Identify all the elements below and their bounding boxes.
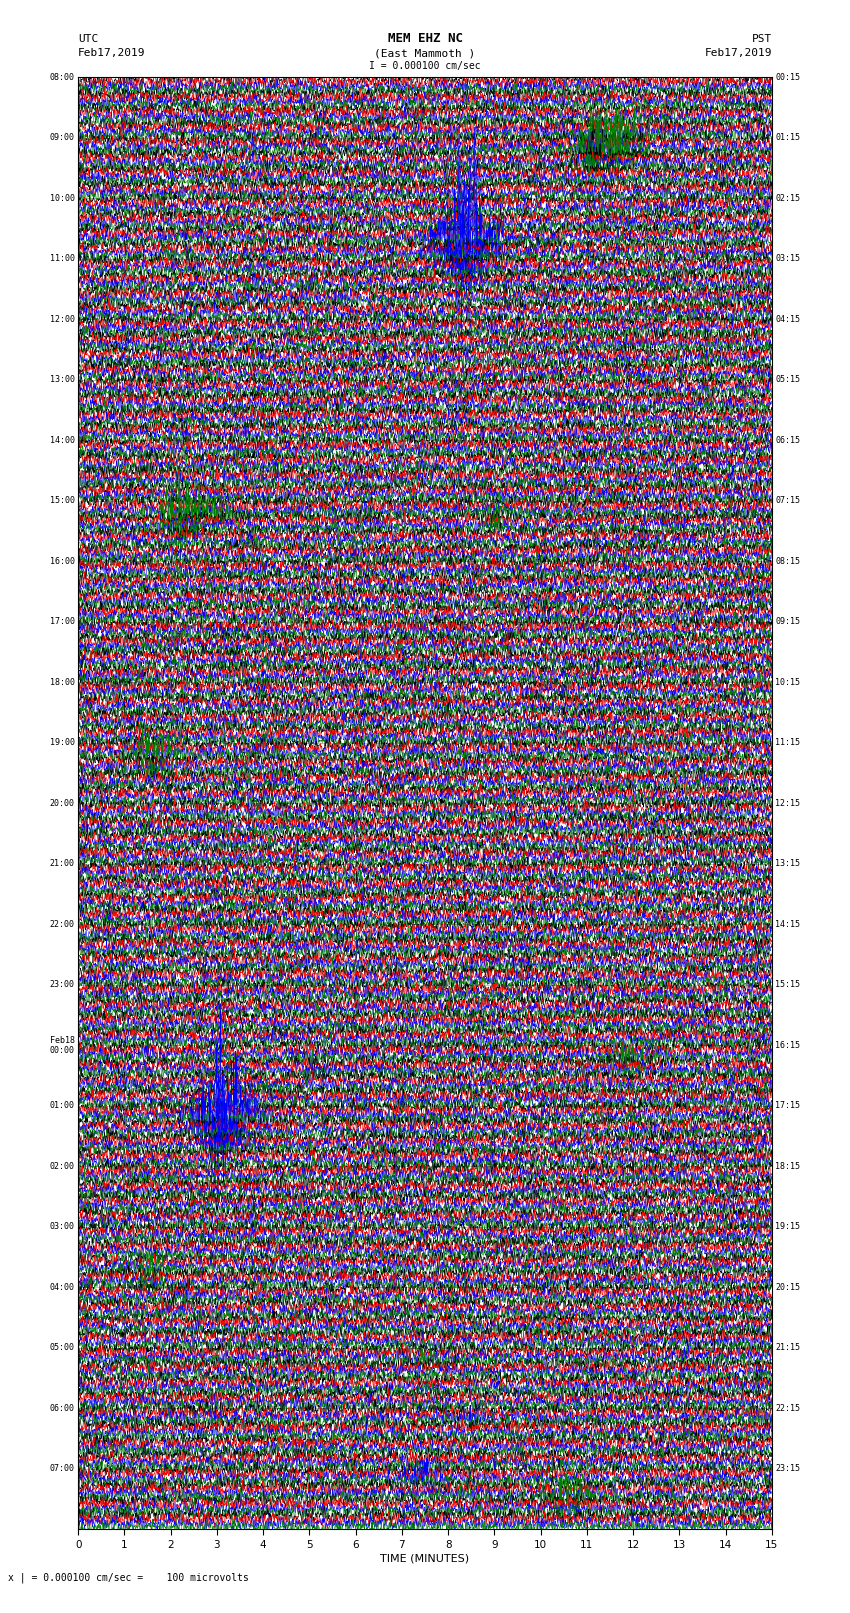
Text: Feb18
00:00: Feb18 00:00 bbox=[50, 1036, 75, 1055]
Text: 10:00: 10:00 bbox=[50, 194, 75, 203]
Text: 08:15: 08:15 bbox=[775, 556, 800, 566]
Text: 10:15: 10:15 bbox=[775, 677, 800, 687]
Text: 19:00: 19:00 bbox=[50, 739, 75, 747]
Text: 13:15: 13:15 bbox=[775, 860, 800, 868]
Text: 05:15: 05:15 bbox=[775, 376, 800, 384]
Text: 16:00: 16:00 bbox=[50, 556, 75, 566]
Text: 13:00: 13:00 bbox=[50, 376, 75, 384]
Text: 21:15: 21:15 bbox=[775, 1344, 800, 1352]
Text: 07:15: 07:15 bbox=[775, 497, 800, 505]
Text: 00:15: 00:15 bbox=[775, 73, 800, 82]
Text: 12:15: 12:15 bbox=[775, 798, 800, 808]
Text: 19:15: 19:15 bbox=[775, 1223, 800, 1231]
Text: 12:00: 12:00 bbox=[50, 315, 75, 324]
Text: 04:15: 04:15 bbox=[775, 315, 800, 324]
Text: 14:15: 14:15 bbox=[775, 919, 800, 929]
Text: Feb17,2019: Feb17,2019 bbox=[78, 48, 145, 58]
Text: 06:00: 06:00 bbox=[50, 1403, 75, 1413]
Text: 04:00: 04:00 bbox=[50, 1282, 75, 1292]
Text: 11:15: 11:15 bbox=[775, 739, 800, 747]
Text: 20:00: 20:00 bbox=[50, 798, 75, 808]
Text: (East Mammoth ): (East Mammoth ) bbox=[374, 48, 476, 58]
Text: 03:15: 03:15 bbox=[775, 255, 800, 263]
Text: 15:00: 15:00 bbox=[50, 497, 75, 505]
Text: 09:00: 09:00 bbox=[50, 134, 75, 142]
Text: 03:00: 03:00 bbox=[50, 1223, 75, 1231]
Text: 07:00: 07:00 bbox=[50, 1465, 75, 1473]
Text: 18:15: 18:15 bbox=[775, 1161, 800, 1171]
Text: 23:00: 23:00 bbox=[50, 981, 75, 989]
Text: 08:00: 08:00 bbox=[50, 73, 75, 82]
Text: 22:15: 22:15 bbox=[775, 1403, 800, 1413]
Text: 02:15: 02:15 bbox=[775, 194, 800, 203]
Text: MEM EHZ NC: MEM EHZ NC bbox=[388, 32, 462, 45]
Text: 17:15: 17:15 bbox=[775, 1102, 800, 1110]
Text: 05:00: 05:00 bbox=[50, 1344, 75, 1352]
Text: 23:15: 23:15 bbox=[775, 1465, 800, 1473]
Text: 22:00: 22:00 bbox=[50, 919, 75, 929]
Text: 17:00: 17:00 bbox=[50, 618, 75, 626]
Text: 18:00: 18:00 bbox=[50, 677, 75, 687]
Text: 09:15: 09:15 bbox=[775, 618, 800, 626]
Text: 14:00: 14:00 bbox=[50, 436, 75, 445]
Text: PST: PST bbox=[751, 34, 772, 44]
Text: 11:00: 11:00 bbox=[50, 255, 75, 263]
Text: 01:00: 01:00 bbox=[50, 1102, 75, 1110]
Text: I = 0.000100 cm/sec: I = 0.000100 cm/sec bbox=[369, 61, 481, 71]
X-axis label: TIME (MINUTES): TIME (MINUTES) bbox=[381, 1553, 469, 1563]
Text: 16:15: 16:15 bbox=[775, 1040, 800, 1050]
Text: 15:15: 15:15 bbox=[775, 981, 800, 989]
Text: 20:15: 20:15 bbox=[775, 1282, 800, 1292]
Text: 21:00: 21:00 bbox=[50, 860, 75, 868]
Text: x | = 0.000100 cm/sec =    100 microvolts: x | = 0.000100 cm/sec = 100 microvolts bbox=[8, 1573, 249, 1582]
Text: 06:15: 06:15 bbox=[775, 436, 800, 445]
Text: Feb17,2019: Feb17,2019 bbox=[705, 48, 772, 58]
Text: UTC: UTC bbox=[78, 34, 99, 44]
Text: 02:00: 02:00 bbox=[50, 1161, 75, 1171]
Text: 01:15: 01:15 bbox=[775, 134, 800, 142]
